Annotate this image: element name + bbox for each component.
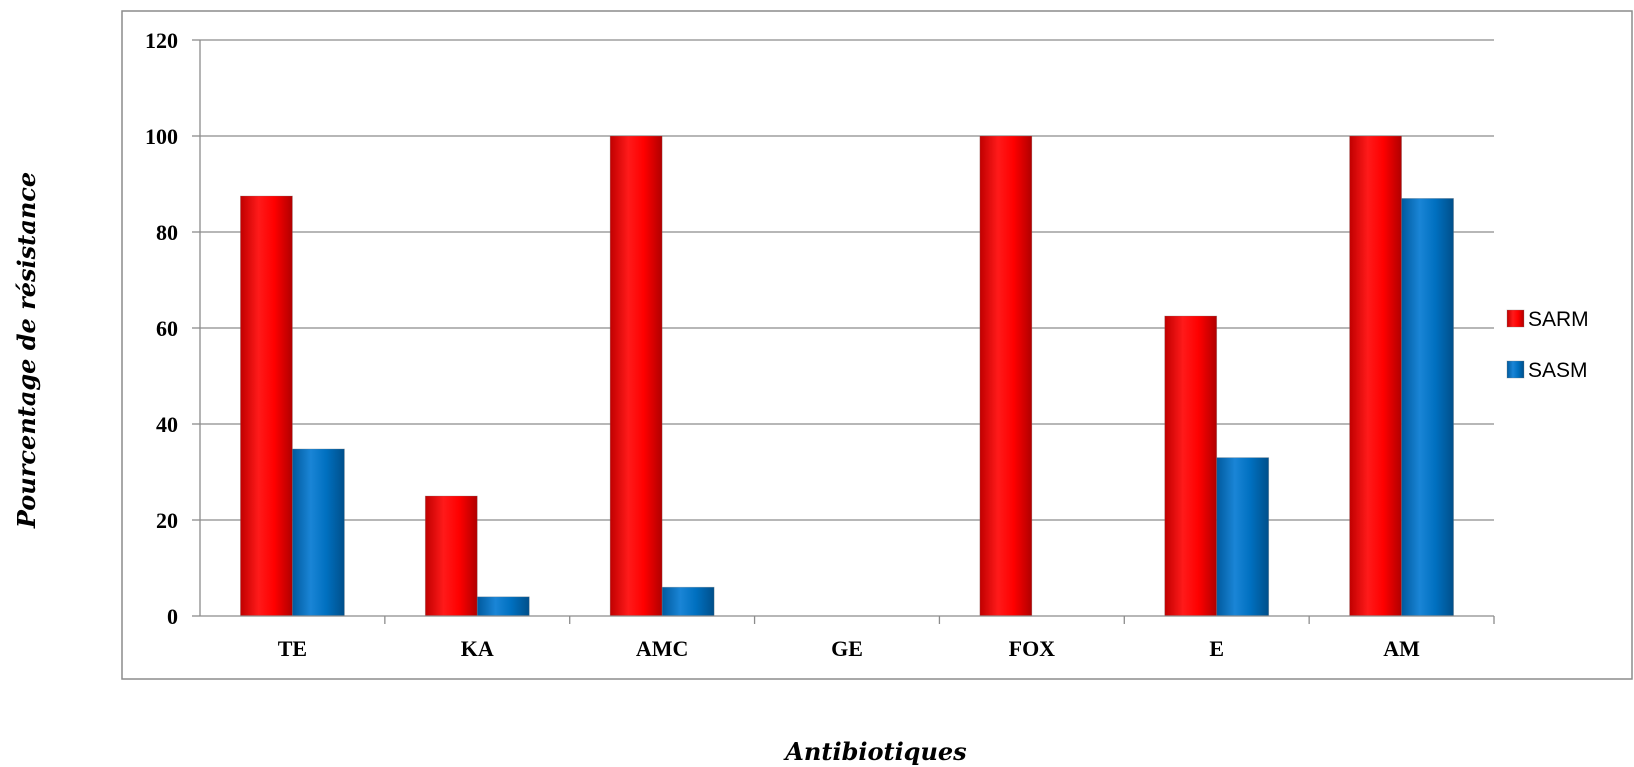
y-tick-label: 0: [167, 604, 178, 629]
y-tick-label: 100: [145, 124, 178, 149]
bar-sarm-fox: [979, 135, 1033, 617]
axes: [192, 39, 1495, 624]
legend-swatch-sasm: [1506, 360, 1525, 379]
legend-label-sasm: SASM: [1528, 359, 1588, 382]
x-tick-label: FOX: [1009, 636, 1056, 661]
bar-sarm-ka: [424, 495, 478, 617]
bar-sarm-am: [1349, 135, 1402, 617]
y-tick-label: 120: [145, 28, 178, 53]
bar-sasm-ka: [476, 596, 530, 617]
y-tick-label: 60: [156, 316, 178, 341]
legend: SARM SASM: [1506, 308, 1589, 382]
x-tick-label: E: [1209, 636, 1224, 661]
legend-swatch-sarm: [1506, 309, 1525, 328]
x-axis-title: Antibiotiques: [783, 737, 967, 766]
y-axis-title: Pourcentage de résistance: [12, 172, 41, 529]
bar-sasm-e: [1216, 457, 1270, 617]
y-tick-label: 20: [156, 508, 178, 533]
bars: [240, 135, 1454, 617]
bar-sasm-te: [292, 448, 345, 617]
legend-label-sarm: SARM: [1528, 308, 1589, 331]
bar-sarm-amc: [609, 135, 663, 617]
gridlines: [200, 39, 1494, 521]
bar-sarm-e: [1164, 315, 1218, 617]
y-tick-label: 40: [156, 412, 178, 437]
y-tick-labels: 0 20 40 60 80 100 120: [145, 28, 178, 629]
x-tick-label: KA: [461, 636, 494, 661]
x-tick-label: GE: [831, 636, 863, 661]
x-tick-label: TE: [278, 636, 307, 661]
bar-sarm-te: [240, 195, 293, 617]
x-tick-label: AM: [1383, 636, 1420, 661]
x-tick-label: AMC: [636, 636, 689, 661]
y-tick-label: 80: [156, 220, 178, 245]
x-tick-labels: TE KA AMC GE FOX E AM: [278, 636, 1420, 661]
bar-sasm-am: [1401, 197, 1454, 617]
bar-sasm-amc: [661, 586, 715, 617]
